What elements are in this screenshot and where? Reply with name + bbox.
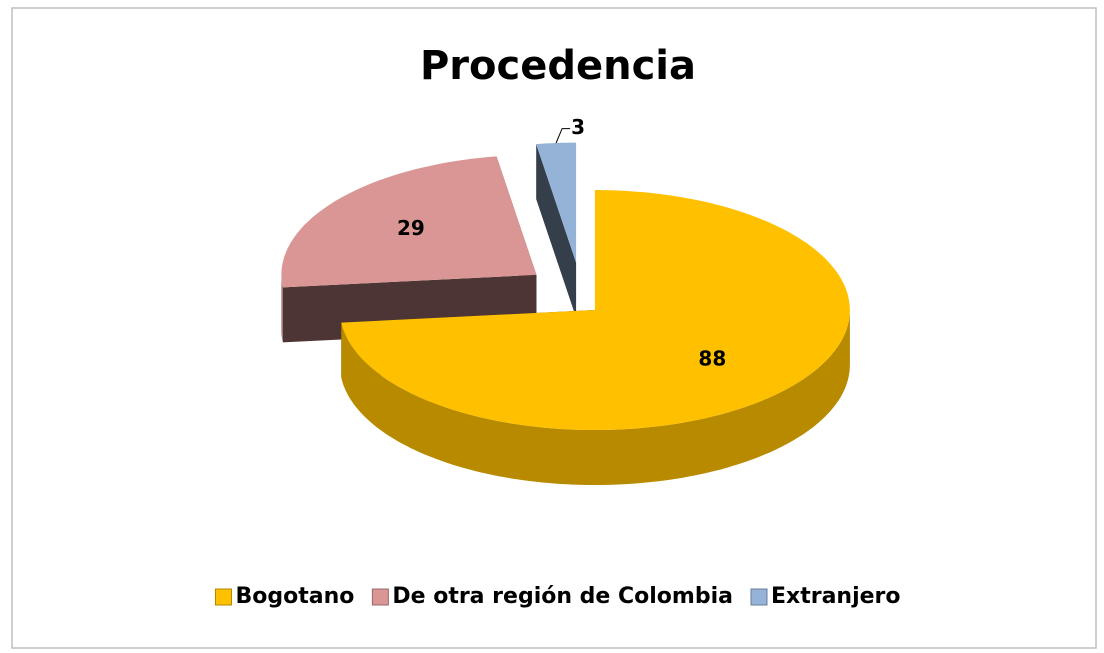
pie-slice [341,190,850,485]
legend-label: Extranjero [771,584,901,609]
data-label: 3 [571,115,585,139]
data-label: 88 [698,346,726,370]
slice-top [341,190,850,430]
slice-top [536,142,577,263]
data-label: 29 [397,216,425,240]
legend-label: De otra región de Colombia [392,584,733,609]
slice-side [536,144,577,318]
slice-wall [341,310,850,485]
slice-top [281,156,537,288]
legend-swatch [371,588,389,606]
legend-swatch [750,588,768,606]
pie-slice [536,142,577,318]
legend-label: Bogotano [235,584,354,609]
leader-line [555,128,571,144]
legend-swatch [214,588,232,606]
chart-title: Procedencia [420,43,696,89]
slice-wall [281,274,283,343]
